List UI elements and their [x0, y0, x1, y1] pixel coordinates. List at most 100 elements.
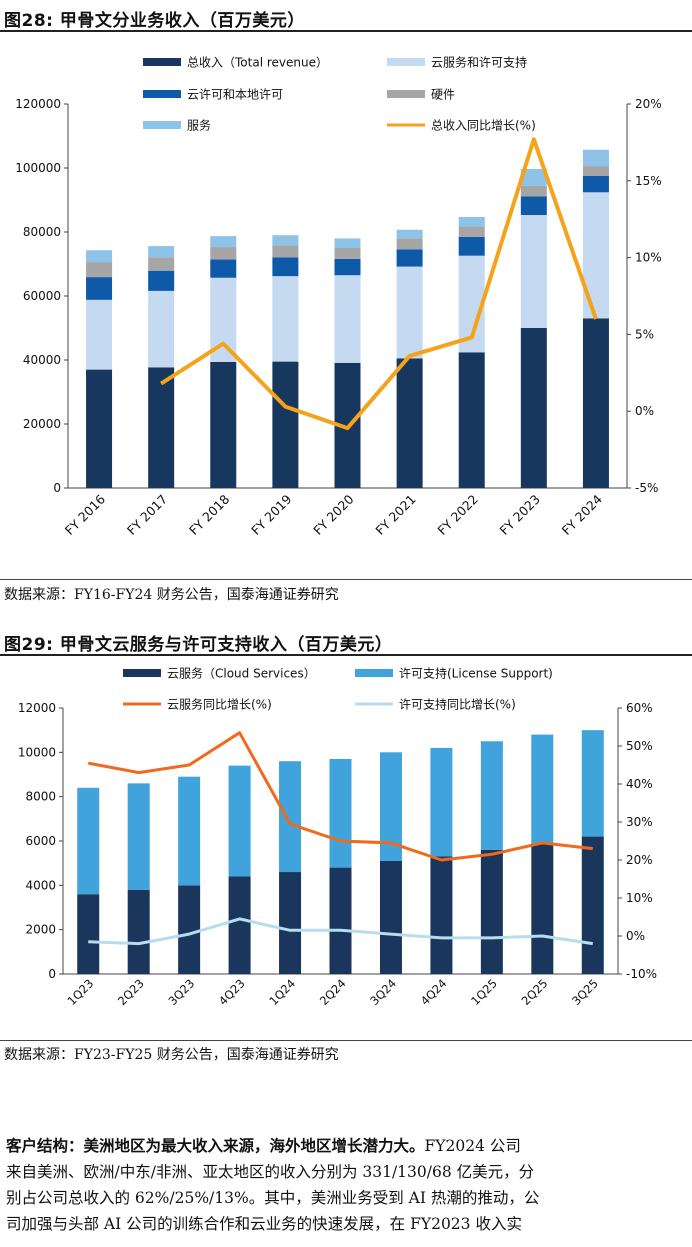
fig29-bar-0 — [279, 872, 302, 974]
paragraph-line-2: 来自美洲、欧洲/中东/非洲、亚太地区的收入分别为 331/130/68 亿美元，… — [6, 1163, 535, 1181]
fig28-bar-3 — [334, 248, 361, 259]
fig29-bar-1 — [279, 761, 302, 873]
fig28-legend-swatch — [143, 121, 181, 129]
fig28-bar-3 — [520, 185, 547, 197]
fig28-legend-label: 云服务和许可支持 — [431, 55, 527, 70]
fig28-bar-2 — [520, 196, 547, 216]
fig29-bar-0 — [329, 867, 352, 974]
fig28-bar-1 — [520, 215, 547, 328]
fig28-bar-2 — [210, 259, 237, 278]
fig28-legend-swatch — [143, 90, 181, 98]
paragraph-line-3: 别占公司总收入的 62%/25%/13%。其中，美洲业务受到 AI 热潮的推动，… — [6, 1189, 540, 1207]
fig29-left-tick-label: 6000 — [25, 834, 56, 848]
fig29-left-tick-label: 8000 — [25, 790, 56, 804]
fig29-left-tick-label: 0 — [48, 967, 56, 981]
fig29-bar-1 — [379, 752, 402, 861]
fig28-bar-0 — [210, 361, 237, 488]
fig28-bar-0 — [148, 367, 175, 488]
fig29-x-tick-label: 2Q24 — [317, 976, 349, 1008]
fig29-bar-0 — [581, 836, 604, 974]
fig28-bar-4 — [582, 149, 609, 167]
figure-29-source: 数据来源：FY23-FY25 财务公告，国泰海通证券研究 — [4, 1047, 339, 1063]
fig28-bar-1 — [396, 266, 423, 359]
fig28-legend-swatch — [387, 58, 425, 66]
fig28-bar-4 — [272, 235, 299, 246]
fig28-legend-label: 硬件 — [431, 88, 455, 102]
fig29-line-1 — [88, 917, 593, 946]
figure-29-top-rule — [0, 654, 692, 656]
body-paragraph: 客户结构：美洲地区为最大收入来源，海外地区增长潜力大。FY2024 公司 来自美… — [6, 1133, 686, 1237]
fig28-left-tick-label: 120000 — [15, 97, 61, 111]
fig29-x-tick-label: 3Q24 — [367, 976, 399, 1008]
fig29-x-tick-label: 2Q23 — [115, 976, 147, 1008]
fig28-x-tick-label: FY 2021 — [372, 492, 418, 538]
fig29-bar-1 — [329, 758, 352, 868]
fig28-bar-3 — [396, 238, 423, 250]
fig28-bar-0 — [272, 361, 299, 488]
fig29-left-tick-label: 2000 — [25, 923, 56, 937]
fig29-legend-swatch — [355, 669, 393, 677]
fig28-legend-swatch — [387, 90, 425, 98]
fig29-left-tick-label: 12000 — [18, 701, 56, 715]
fig29-right-tick-label: -10% — [626, 967, 657, 981]
fig29-x-tick-label: 1Q25 — [468, 976, 500, 1008]
fig29-x-tick-label: 1Q24 — [266, 976, 298, 1008]
fig28-bar-3 — [210, 247, 237, 260]
fig28-bar-2 — [148, 270, 175, 291]
fig29-bar-0 — [531, 843, 554, 974]
fig28-x-tick-label: FY 2018 — [186, 491, 232, 537]
fig28-x-tick-label: FY 2017 — [124, 492, 170, 538]
fig28-bar-2 — [272, 257, 299, 277]
fig28-bar-1 — [86, 299, 113, 370]
fig29-x-tick-label: 2Q25 — [519, 976, 551, 1008]
fig28-right-tick-label: 0% — [635, 404, 654, 418]
fig28-bar-2 — [582, 176, 609, 193]
fig29-legend-swatch — [123, 669, 161, 677]
fig29-right-tick-label: 40% — [626, 777, 653, 791]
fig28-right-tick-label: 5% — [635, 327, 654, 341]
fig29-right-tick-label: 20% — [626, 853, 653, 867]
fig28-x-tick-label: FY 2019 — [248, 491, 294, 537]
fig28-bar-3 — [582, 166, 609, 176]
fig28-right-tick-label: 15% — [635, 174, 662, 188]
fig28-bar-0 — [520, 328, 547, 488]
fig29-right-tick-label: 0% — [626, 929, 645, 943]
fig29-bar-0 — [379, 860, 402, 974]
fig28-bar-2 — [396, 249, 423, 267]
fig28-bar-1 — [148, 290, 175, 368]
paragraph-heading: 客户结构：美洲地区为最大收入来源，海外地区增长潜力大。 — [6, 1136, 425, 1155]
fig28-legend-label: 总收入同比增长(%) — [431, 119, 536, 133]
fig28-bar-1 — [582, 192, 609, 319]
paragraph-line-1: FY2024 公司 — [424, 1137, 521, 1155]
fig28-bar-0 — [458, 352, 485, 488]
fig29-legend-label: 云服务同比增长(%) — [167, 697, 272, 712]
fig29-bar-1 — [178, 776, 201, 886]
fig28-right-tick-label: -5% — [635, 481, 658, 495]
fig28-legend-swatch — [143, 58, 181, 66]
fig29-bar-1 — [77, 787, 100, 895]
fig29-bar-1 — [581, 730, 604, 837]
fig28-bar-2 — [86, 277, 113, 300]
paragraph-line-4: 司加强与头部 AI 公司的训练合作和云业务的快速发展，在 FY2023 收入实 — [6, 1215, 522, 1233]
fig28-bar-4 — [458, 216, 485, 227]
fig29-left-tick-label: 10000 — [18, 745, 56, 759]
fig28-left-tick-label: 0 — [53, 481, 61, 495]
fig28-right-tick-label: 10% — [635, 251, 662, 265]
fig28-bar-4 — [334, 238, 361, 248]
fig28-bar-1 — [334, 275, 361, 363]
fig28-x-tick-label: FY 2020 — [310, 491, 356, 537]
fig29-bar-0 — [228, 876, 251, 974]
fig28-bar-2 — [334, 258, 361, 276]
fig29-x-tick-label: 3Q23 — [165, 976, 197, 1008]
fig28-bar-3 — [148, 257, 175, 271]
fig28-legend-label: 服务 — [187, 118, 211, 133]
fig29-line-0 — [87, 731, 593, 862]
fig28-bar-3 — [272, 245, 299, 258]
fig29-legend-label: 云服务（Cloud Services） — [167, 666, 316, 681]
fig28-bar-0 — [396, 358, 423, 488]
fig28-bar-4 — [148, 246, 175, 258]
fig28-legend-label: 云许可和本地许可 — [187, 88, 283, 102]
figure-28-source: 数据来源：FY16-FY24 财务公告，国泰海通证券研究 — [4, 587, 339, 603]
fig28-x-tick-label: FY 2016 — [62, 491, 108, 537]
fig28-left-tick-label: 100000 — [15, 161, 61, 175]
